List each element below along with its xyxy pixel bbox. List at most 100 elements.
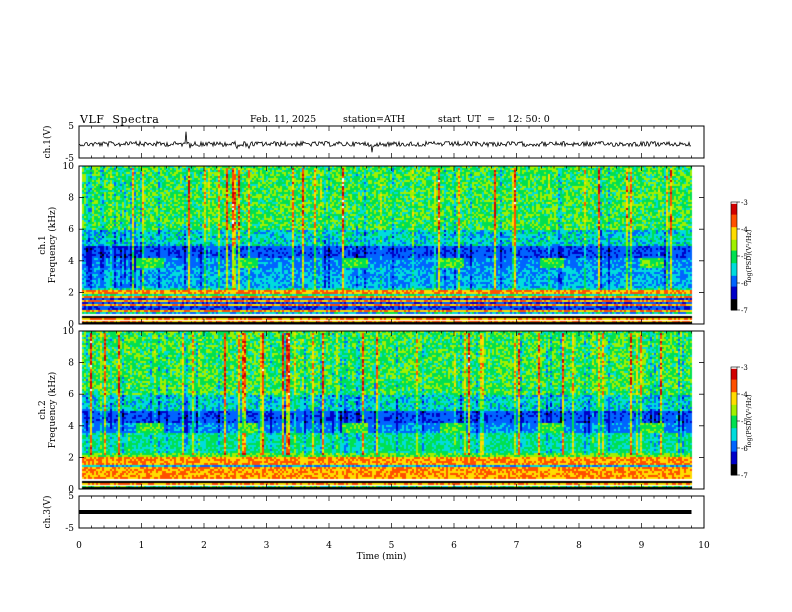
ytick-label: 10 [63, 162, 75, 172]
ytick-label: 4 [68, 257, 74, 267]
colorbar-cell [731, 462, 737, 465]
colorbar-cell [731, 419, 737, 422]
ytick-label: 2 [68, 453, 74, 463]
colorbar-tick-label: -5 [741, 253, 748, 261]
colorbar-cell [731, 292, 737, 295]
colorbar-cell [731, 266, 737, 270]
colorbar-cell [731, 232, 737, 235]
colorbar-cell [731, 306, 737, 309]
colorbar-cell [731, 390, 737, 393]
colorbar-cell [731, 435, 737, 438]
xtick-label: 6 [451, 541, 457, 551]
colorbar-cell [731, 466, 737, 469]
colorbar-cell [731, 301, 737, 304]
colorbar-cell [731, 376, 737, 379]
y-axis-label: ch.1(V) [42, 126, 53, 159]
colorbar-cell [731, 410, 737, 413]
ytick-label: 2 [68, 288, 74, 298]
colorbar-cell [731, 415, 737, 418]
xtick-label: 4 [326, 541, 332, 551]
colorbar-cell [731, 304, 737, 307]
colorbar-cell [731, 426, 737, 429]
colorbar-tick-label: -7 [741, 472, 748, 480]
colorbar-cell [731, 203, 737, 207]
colorbar-cell [731, 377, 737, 381]
spectrogram-ch1 [79, 166, 704, 324]
colorbar-cell [731, 430, 737, 433]
colorbar-cell [731, 403, 737, 406]
ytick-label: 0 [68, 485, 74, 495]
colorbar-cell [731, 205, 737, 208]
xtick-label: 3 [264, 541, 270, 551]
ytick-label: -5 [65, 154, 74, 164]
x-axis: 0 1 2 3 4 5 6 7 8 9 10 Time (min) [76, 541, 710, 562]
colorbar-cell [731, 394, 737, 397]
colorbar-cell [731, 408, 737, 411]
colorbar-cell [731, 464, 737, 467]
colorbar-cell [731, 433, 737, 436]
colorbar-cell [731, 286, 737, 289]
colorbar-cell [731, 284, 737, 288]
colorbar-cell [731, 424, 737, 427]
colorbar-cell [731, 383, 737, 386]
colorbar-cell [731, 265, 737, 268]
colorbar-tick-label: -4 [741, 391, 748, 399]
xtick-label: 9 [639, 541, 645, 551]
colorbar-cell [731, 308, 737, 311]
panel-1-axes: 5 -5 ch.1(V) [42, 122, 705, 164]
colorbar-1: -3 -4 -5 -6 -7 log(PSD)(V²/Hz) [730, 199, 753, 315]
colorbar-cell [731, 422, 737, 426]
colorbar-cell [731, 385, 737, 388]
xtick-label: 1 [139, 541, 145, 551]
colorbar-cell [731, 247, 737, 250]
colorbar-cell [731, 230, 737, 234]
colorbar-cell [731, 236, 737, 239]
colorbar-cell [731, 250, 737, 253]
colorbar-cell [731, 211, 737, 214]
colorbar-cell [731, 457, 737, 460]
colorbar-cell [731, 297, 737, 300]
colorbar-cell [731, 214, 737, 217]
xtick-label: 5 [389, 541, 395, 551]
ytick-label: 5 [68, 122, 74, 132]
colorbar-cell [731, 216, 737, 219]
xtick-label: 2 [201, 541, 207, 551]
colorbar-cell [731, 229, 737, 232]
waveform-ch1 [78, 131, 692, 153]
colorbar-cell [731, 248, 737, 252]
colorbar-tick-label: -6 [741, 445, 748, 453]
ytick-label: -5 [65, 524, 74, 534]
colorbar-cell [731, 473, 737, 476]
colorbar-cell [731, 379, 737, 382]
colorbar-tick-label: -3 [741, 364, 748, 372]
colorbar-cell [731, 223, 737, 226]
colorbar-cell [731, 440, 737, 444]
colorbar-tick-label: -3 [741, 199, 748, 207]
colorbar-cell [731, 469, 737, 472]
ytick-label: 6 [68, 390, 74, 400]
colorbar-cell [731, 439, 737, 442]
colorbar-cell [731, 218, 737, 221]
y-axis-label: ch.3(V) [42, 496, 53, 529]
colorbar-cell [731, 449, 737, 453]
colorbar-cell [731, 243, 737, 246]
colorbar-cell [731, 406, 737, 409]
colorbar-cell [731, 272, 737, 275]
colorbar-cell [731, 277, 737, 280]
colorbar-label: log(PSD)(V²/Hz) [745, 229, 753, 282]
colorbar-cell [731, 437, 737, 440]
colorbar-tick-label: -4 [741, 226, 748, 234]
colorbar-cell [731, 207, 737, 210]
colorbar-cell [731, 209, 737, 212]
colorbar-cell [731, 395, 737, 399]
colorbar-cell [731, 399, 737, 402]
colorbar-cell [731, 442, 737, 445]
colorbar-cell [731, 295, 737, 298]
colorbar-cell [731, 448, 737, 451]
xtick-label: 8 [576, 541, 582, 551]
colorbar-cell [731, 227, 737, 230]
colorbar-cell [731, 370, 737, 373]
colorbar-cell [731, 453, 737, 456]
